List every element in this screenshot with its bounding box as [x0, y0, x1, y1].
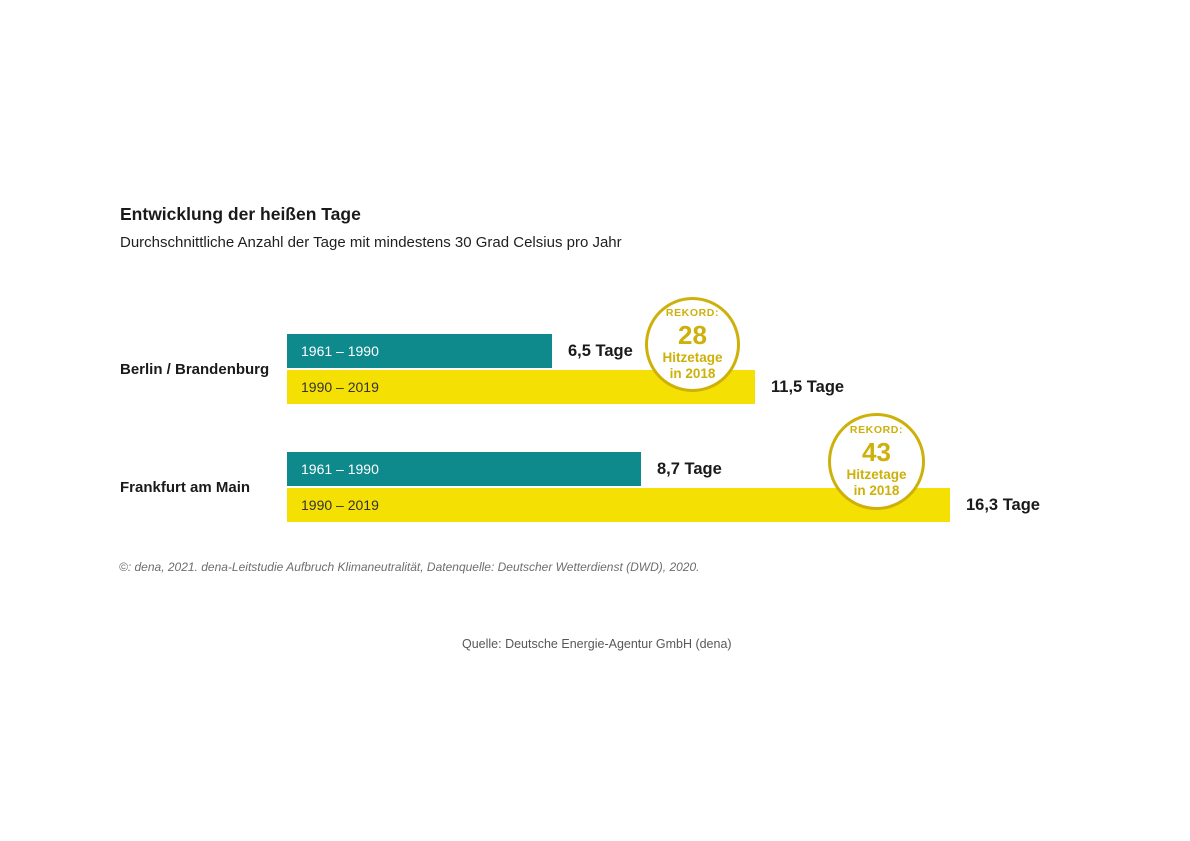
bar-frankfurt-1961-1990: 1961 – 1990: [287, 452, 641, 486]
bar-row-frankfurt-1961-1990: 1961 – 1990 8,7 Tage: [287, 452, 722, 486]
record-badge-prefix: REKORD:: [849, 424, 904, 437]
copyright-note: ©: dena, 2021. dena-Leitstudie Aufbruch …: [119, 560, 700, 574]
record-badge-unit: Hitzetage: [662, 349, 723, 365]
bar-row-berlin-1990-2019: 1990 – 2019 11,5 Tage: [287, 370, 844, 404]
source-caption: Quelle: Deutsche Energie-Agentur GmbH (d…: [462, 637, 732, 651]
bar-period-label: 1990 – 2019: [301, 379, 379, 395]
bar-value-label: 8,7 Tage: [657, 459, 722, 478]
record-badge-berlin: REKORD: 28 Hitzetage in 2018: [645, 297, 740, 392]
bar-row-frankfurt-1990-2019: 1990 – 2019 16,3 Tage: [287, 488, 1040, 522]
record-badge-number: 43: [862, 437, 891, 468]
bar-value-label: 11,5 Tage: [771, 377, 845, 396]
record-badge-prefix: REKORD:: [665, 307, 720, 320]
bar-period-label: 1961 – 1990: [301, 343, 379, 359]
chart-subtitle: Durchschnittliche Anzahl der Tage mit mi…: [120, 234, 622, 251]
record-badge-year: in 2018: [853, 482, 900, 498]
chart-title: Entwicklung der heißen Tage: [120, 204, 361, 224]
bar-period-label: 1961 – 1990: [301, 461, 379, 477]
category-label-frankfurt: Frankfurt am Main: [120, 479, 251, 496]
category-label-berlin: Berlin / Brandenburg: [120, 361, 270, 378]
record-badge-year: in 2018: [669, 365, 716, 381]
record-badge-number: 28: [678, 320, 707, 351]
bar-period-label: 1990 – 2019: [301, 497, 379, 513]
bar-value-label: 16,3 Tage: [966, 495, 1040, 514]
bar-row-berlin-1961-1990: 1961 – 1990 6,5 Tage: [287, 334, 633, 368]
bar-value-label: 6,5 Tage: [568, 341, 633, 360]
record-badge-unit: Hitzetage: [846, 466, 907, 482]
bar-berlin-1961-1990: 1961 – 1990: [287, 334, 552, 368]
record-badge-frankfurt: REKORD: 43 Hitzetage in 2018: [828, 413, 925, 510]
